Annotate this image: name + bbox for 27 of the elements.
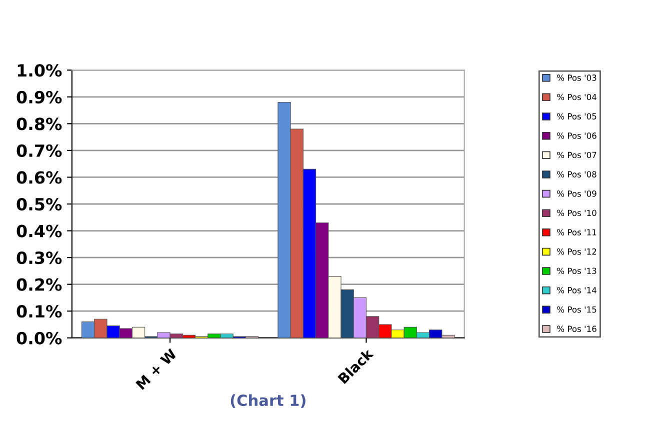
y-tick-label: 0.5% [16,198,62,211]
y-tick-label: 0.8% [16,118,62,130]
y-tick-label: 0.2% [16,278,62,291]
y-tick-label: 0.6% [16,171,62,184]
legend-label: % Pos '05 [557,113,596,120]
legend-label: % Pos '03 [557,74,596,81]
y-tick-label: 0.3% [16,252,62,264]
legend-label: % Pos '04 [557,94,596,100]
text: (Chart 1) [230,394,306,408]
legend-label: % Pos '08 [557,171,596,178]
y-tick-label: 0.1% [16,305,62,318]
legend-label: % Pos '11 [557,229,596,236]
y-tick-label: 0.0% [16,332,62,344]
y-tick-label: 0.4% [16,224,62,238]
legend-label: % Pos '09 [557,190,596,197]
legend-label: % Pos '12 [557,248,596,255]
y-tick-label: 1.0% [18,64,62,77]
y-tick-label: 0.9% [16,90,62,104]
legend-label: % Pos '14 [557,287,596,294]
legend-label: % Pos '06 [557,132,596,139]
legend-label: % Pos '07 [557,152,596,158]
legend-label: % Pos '16 [557,326,596,332]
x-tick-label: M + W [136,348,178,390]
legend-label: % Pos '10 [557,210,596,216]
legend-label: % Pos '13 [557,268,596,274]
legend-label: % Pos '15 [557,306,596,313]
y-tick-label: 0.7% [16,144,62,158]
